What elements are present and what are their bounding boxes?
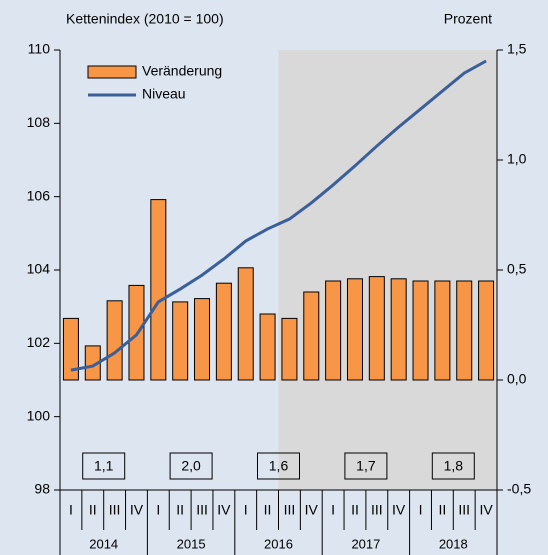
annual-box [169,452,213,480]
bar [215,282,232,381]
x-tick-label: I [419,502,423,518]
bar [194,298,211,381]
bar [478,280,495,381]
bar [62,317,79,381]
x-tick-label: IV [392,502,406,518]
x-tick-label: II [176,502,184,518]
bar [281,317,298,381]
x-tick-label: III [458,502,470,518]
x-tick-label: II [89,502,97,518]
x-tick-label: I [156,502,160,518]
y2-tick-label: 0,5 [507,261,527,277]
bar [106,300,123,381]
y-tick-label: 100 [27,407,51,423]
annual-label: 1,6 [269,458,289,474]
bar [412,280,429,381]
x-tick-label: III [196,502,208,518]
bar [303,291,320,381]
x-tick-label: IV [479,502,493,518]
x-tick-label: I [69,502,73,518]
annual-box [344,452,388,480]
y2-tick-label: 0,0 [507,371,527,387]
bar [346,278,363,381]
bar [150,199,167,381]
y-tick-label: 108 [27,114,51,130]
bar [390,278,407,381]
annual-label: 1,1 [94,458,114,474]
legend-label: Veränderung [142,63,222,79]
x-tick-label: II [351,502,359,518]
y2-axis-label: Prozent [444,11,492,27]
y-tick-label: 106 [27,187,51,203]
year-label: 2018 [439,536,468,551]
year-label: 2017 [351,536,380,551]
legend-label: Niveau [142,86,186,102]
year-label: 2014 [89,536,118,551]
y2-tick-label: -0,5 [507,481,531,497]
x-tick-label: IV [305,502,319,518]
year-label: 2015 [177,536,206,551]
x-tick-label: III [109,502,121,518]
line [70,59,487,372]
bar [259,313,276,381]
bar [172,301,189,381]
x-tick-label: IV [217,502,231,518]
y2-tick-label: 1,5 [507,41,527,57]
annual-label: 1,7 [356,458,376,474]
annual-box [431,452,475,480]
x-tick-label: II [438,502,446,518]
y-axis-label: Kettenindex (2010 = 100) [66,11,224,27]
bar [325,280,342,381]
annual-label: 1,8 [444,458,464,474]
y-tick-label: 104 [27,261,51,277]
legend-swatch [87,65,137,79]
x-tick-label: I [244,502,248,518]
y2-tick-label: 1,0 [507,151,527,167]
y-tick-label: 98 [34,481,50,497]
y-tick-label: 110 [28,41,51,57]
annual-box [82,452,126,480]
x-tick-label: II [264,502,272,518]
forecast-shade [278,50,497,490]
y-tick-label: 102 [27,334,51,350]
x-tick-label: IV [130,502,144,518]
bar [434,280,451,381]
x-tick-label: III [284,502,296,518]
bar [456,280,473,381]
annual-label: 2,0 [181,458,201,474]
year-label: 2016 [264,536,293,551]
bar [368,276,385,381]
annual-box [257,452,300,480]
x-tick-label: I [331,502,335,518]
x-tick-label: III [371,502,383,518]
bar [237,267,254,381]
